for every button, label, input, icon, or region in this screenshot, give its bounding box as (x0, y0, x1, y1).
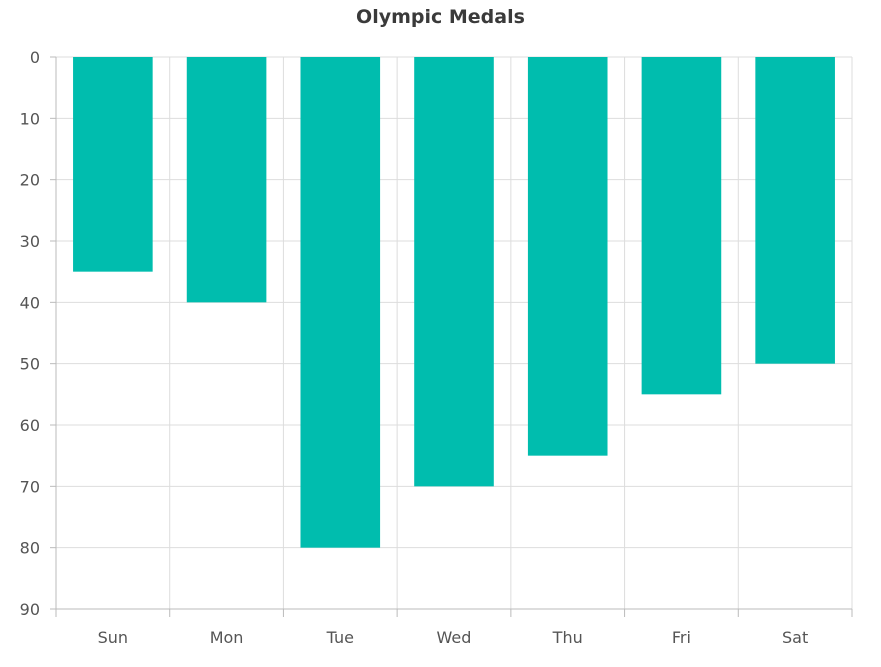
bar-sun[interactable] (73, 57, 153, 272)
bar-mon[interactable] (186, 57, 267, 303)
bar-wed[interactable] (414, 57, 494, 487)
chart-title: Olympic Medals (356, 6, 525, 28)
y-tick-label: 60 (20, 416, 40, 435)
axis-layer (50, 56, 853, 617)
y-tick-label: 0 (30, 48, 40, 67)
y-tick-label: 80 (20, 539, 40, 558)
y-tick-label: 30 (20, 232, 40, 251)
labels-layer: 0 10 20 30 40 50 60 70 80 90 Sun Mon Tue Wed Thu Fri Sat (20, 48, 809, 647)
x-tick-label: Mon (210, 628, 244, 647)
x-tick-label: Thu (552, 628, 583, 647)
x-tick-label: Fri (672, 628, 691, 647)
bar-fri[interactable] (641, 57, 722, 395)
bar-thu[interactable] (527, 57, 608, 456)
bar-tue[interactable] (300, 57, 381, 548)
y-tick-label: 70 (20, 477, 40, 496)
x-tick-label: Sat (782, 628, 808, 647)
y-tick-label: 20 (20, 171, 40, 190)
y-tick-label: 90 (20, 600, 40, 619)
x-tick-label: Tue (326, 628, 354, 647)
y-tick-label: 10 (20, 109, 40, 128)
x-tick-label: Sun (98, 628, 128, 647)
y-tick-label: 40 (20, 293, 40, 312)
bar-sat[interactable] (755, 57, 835, 364)
bars-layer (73, 57, 835, 548)
x-tick-label: Wed (437, 628, 472, 647)
y-tick-label: 50 (20, 355, 40, 374)
